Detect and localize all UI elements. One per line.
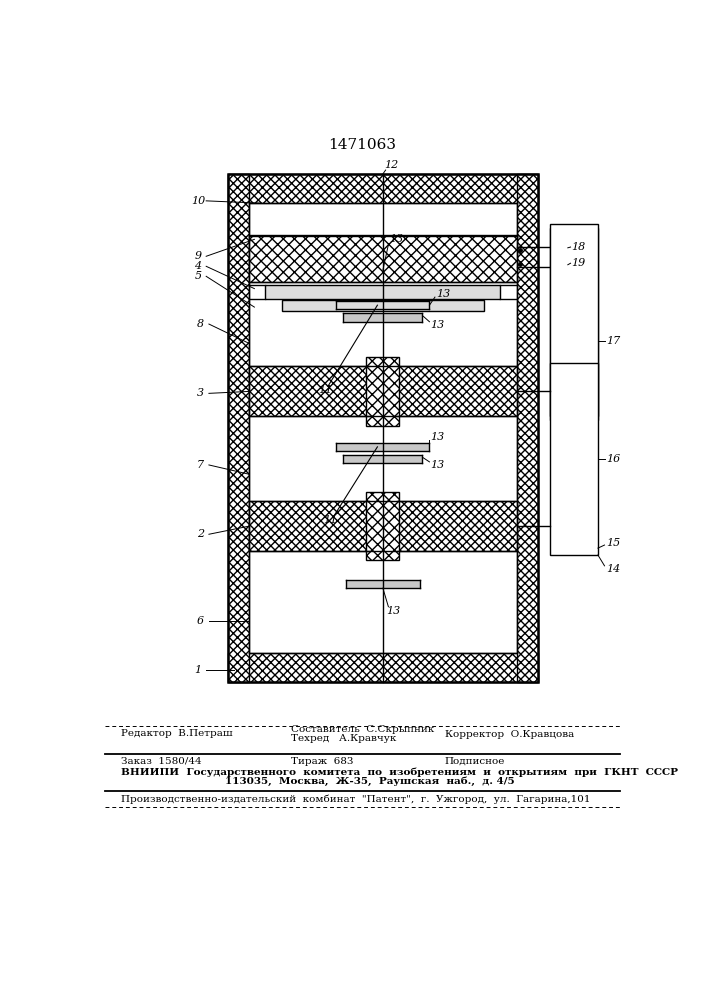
Text: 3: 3	[197, 388, 204, 398]
Text: Техред   А.Кравчук: Техред А.Кравчук	[291, 734, 397, 743]
Text: 18: 18	[572, 242, 586, 252]
Bar	[397, 501, 517, 551]
Bar	[249, 235, 517, 282]
Text: 13: 13	[431, 320, 445, 330]
Bar	[337, 301, 429, 309]
Bar	[228, 653, 538, 682]
Text: 4: 4	[194, 261, 201, 271]
Bar	[249, 501, 369, 551]
Bar	[249, 366, 369, 416]
Bar	[397, 501, 517, 551]
Bar	[249, 235, 517, 282]
Bar	[228, 174, 249, 682]
Bar	[249, 501, 369, 551]
Bar	[337, 443, 429, 451]
Bar	[517, 174, 538, 682]
Text: Подписное: Подписное	[445, 757, 505, 766]
Bar	[550, 224, 598, 420]
Bar	[517, 174, 538, 682]
Text: Заказ  1580/44: Заказ 1580/44	[122, 757, 202, 766]
Text: 17: 17	[606, 336, 621, 346]
Bar	[265, 285, 501, 299]
Text: 13: 13	[431, 460, 445, 470]
Bar	[366, 492, 399, 560]
Bar	[249, 366, 369, 416]
Text: 2: 2	[197, 529, 204, 539]
Text: 13: 13	[431, 432, 445, 442]
Bar	[397, 366, 517, 416]
Text: 5: 5	[194, 271, 201, 281]
Bar	[550, 363, 598, 555]
Text: 10: 10	[191, 196, 205, 206]
Text: 16: 16	[606, 454, 621, 464]
Text: 11: 11	[318, 385, 332, 395]
Bar	[397, 366, 517, 416]
Text: 13: 13	[436, 289, 450, 299]
Text: 9: 9	[194, 251, 201, 261]
Text: 14: 14	[606, 564, 621, 574]
Text: Редактор  В.Петраш: Редактор В.Петраш	[122, 729, 233, 738]
Bar	[228, 174, 538, 203]
Text: 8: 8	[197, 319, 204, 329]
Text: 13: 13	[387, 606, 401, 616]
Bar	[366, 492, 399, 560]
Text: 13: 13	[390, 234, 404, 244]
Text: Производственно-издательский  комбинат  "Патент",  г.  Ужгород,  ул.  Гагарина,1: Производственно-издательский комбинат "П…	[122, 794, 591, 804]
Bar	[228, 174, 538, 682]
Bar	[366, 357, 399, 426]
Text: 1471063: 1471063	[328, 138, 397, 152]
Text: Корректор  О.Кравцова: Корректор О.Кравцова	[445, 730, 574, 739]
Text: 7: 7	[197, 460, 204, 470]
Bar	[228, 653, 538, 682]
Text: 6: 6	[197, 615, 204, 626]
Bar	[228, 174, 538, 203]
Text: 12: 12	[384, 160, 398, 170]
Bar	[228, 174, 249, 682]
Text: 113035,  Москва,  Ж-35,  Раушская  наб.,  д. 4/5: 113035, Москва, Ж-35, Раушская наб., д. …	[226, 777, 515, 786]
Text: 11: 11	[324, 515, 338, 525]
Bar	[282, 300, 484, 311]
Text: 19: 19	[572, 258, 586, 268]
Bar	[344, 313, 423, 322]
Bar	[550, 228, 598, 416]
Bar	[344, 455, 423, 463]
Text: ВНИИПИ  Государственного  комитета  по  изобретениям  и  открытиям  при  ГКНТ  С: ВНИИПИ Государственного комитета по изоб…	[122, 767, 678, 777]
Bar	[366, 357, 399, 426]
Text: Составитель  С.Скрыпник: Составитель С.Скрыпник	[291, 725, 434, 734]
Text: 15: 15	[606, 538, 621, 548]
Text: 1: 1	[194, 665, 201, 675]
Bar	[346, 580, 420, 588]
Text: Тираж  683: Тираж 683	[291, 757, 354, 766]
